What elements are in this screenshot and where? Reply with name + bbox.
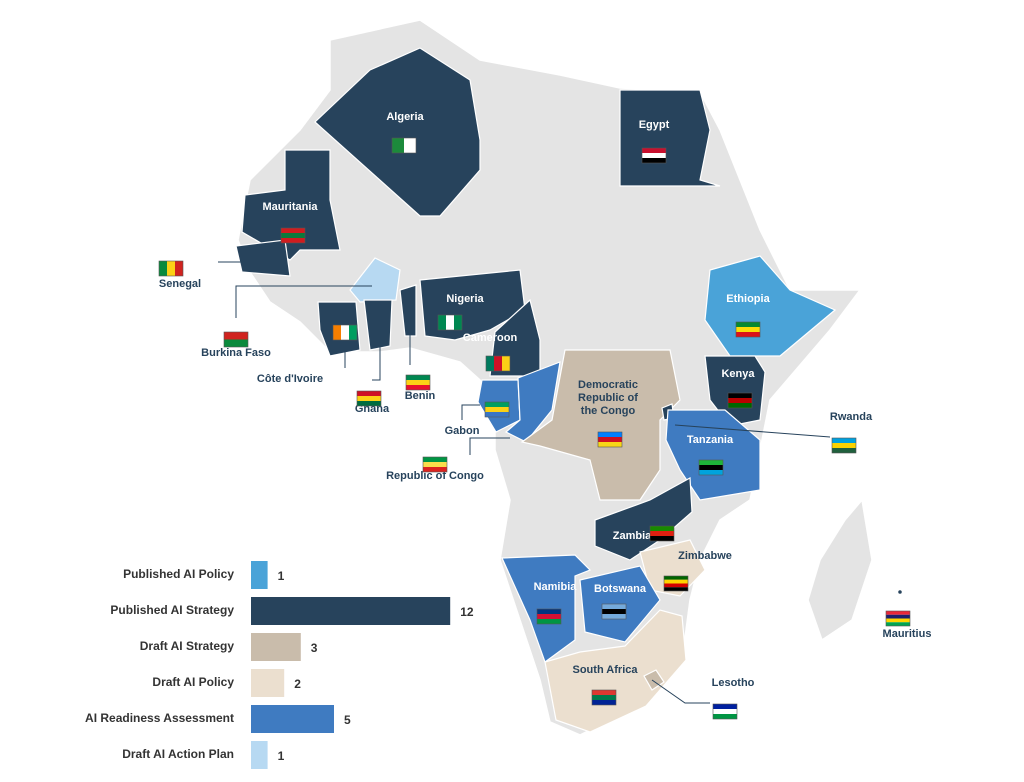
bar	[251, 633, 301, 661]
mauritius-dot	[896, 588, 904, 596]
leader-gabon	[461, 404, 480, 420]
country-tanzania[interactable]	[665, 409, 761, 501]
label-tanzania: Tanzania	[687, 434, 734, 446]
label-zimbabwe: Zimbabwe	[678, 550, 732, 562]
label-cameroon: Cameroon	[463, 332, 518, 344]
value-label: 1	[278, 749, 285, 763]
flag-lesotho-icon	[712, 703, 738, 720]
country-algeria[interactable]	[314, 47, 481, 217]
flag-algeria-icon	[391, 137, 417, 154]
label-lesotho: Lesotho	[712, 677, 755, 689]
label-botswana: Botswana	[594, 583, 647, 595]
country-democratic-republic-of-the-congo[interactable]	[520, 349, 681, 501]
bar	[251, 705, 334, 733]
label-zambia: Zambia	[613, 530, 652, 542]
value-label: 3	[311, 641, 318, 655]
country-mauritania[interactable]	[241, 149, 341, 261]
country-namibia[interactable]	[501, 554, 592, 663]
country-ghana[interactable]	[363, 299, 393, 351]
value-label: 12	[460, 605, 474, 619]
flag-republic-of-congo-icon	[422, 456, 448, 473]
flag-tanzania-icon	[698, 459, 724, 476]
label-algeria: Algeria	[386, 111, 424, 123]
value-label: 1	[278, 569, 285, 583]
value-label: 5	[344, 713, 351, 727]
madagascar	[807, 498, 873, 642]
flag-benin-icon	[405, 374, 431, 391]
label-nigeria: Nigeria	[446, 293, 484, 305]
flag-burkina-faso-icon	[223, 331, 249, 348]
label-south-africa: South Africa	[573, 664, 639, 676]
leader-ghana	[372, 325, 381, 381]
category-label: Published AI Strategy	[110, 603, 234, 617]
category-label: Draft AI Action Plan	[122, 747, 234, 761]
country-benin[interactable]	[399, 284, 417, 337]
label-egypt: Egypt	[639, 119, 670, 131]
label-democratic-republic-of-the-congo: Democratic Republic of the Congo	[578, 379, 638, 417]
bar	[251, 597, 451, 625]
country-south-africa[interactable]	[544, 609, 687, 733]
flag-rwanda-icon	[831, 437, 857, 454]
flag-kenya-icon	[727, 392, 753, 409]
bar	[251, 561, 268, 589]
flag-gabon-icon	[484, 401, 510, 418]
flag-botswana-icon	[601, 603, 627, 620]
label-benin: Benin	[405, 390, 436, 402]
label-namibia: Namibia	[534, 581, 578, 593]
label-burkina-faso: Burkina Faso	[201, 347, 271, 359]
label-senegal: Senegal	[159, 278, 201, 290]
label-mauritania: Mauritania	[262, 201, 318, 213]
flag-egypt-icon	[641, 147, 667, 164]
label-kenya: Kenya	[721, 368, 755, 380]
leader-burkina	[235, 285, 372, 318]
flag-ghana-icon	[356, 390, 382, 407]
label-republic-of-congo: Republic of Congo	[386, 470, 484, 482]
bar	[251, 669, 285, 697]
category-label: Draft AI Policy	[152, 675, 234, 689]
label-mauritius: Mauritius	[883, 628, 932, 640]
flag-zimbabwe-icon	[663, 575, 689, 592]
country-senegal[interactable]	[235, 239, 291, 277]
label-gabon: Gabon	[445, 425, 480, 437]
flag-mauritania-icon	[280, 227, 306, 244]
flag-c-te-d-ivoire-icon	[332, 324, 358, 341]
leader-lesotho	[651, 679, 710, 704]
country-burkina-faso[interactable]	[349, 257, 401, 303]
leader-rwanda	[674, 424, 831, 438]
flag-nigeria-icon	[437, 314, 463, 331]
flag-senegal-icon	[158, 260, 184, 277]
flag-zambia-icon	[649, 525, 675, 542]
country-zambia[interactable]	[594, 477, 693, 561]
country-kenya[interactable]	[704, 355, 766, 427]
flag-ethiopia-icon	[735, 321, 761, 338]
leader-congo	[469, 437, 510, 455]
flag-cameroon-icon	[485, 355, 511, 372]
category-label: Published AI Policy	[123, 567, 234, 581]
flag-namibia-icon	[536, 608, 562, 625]
label-rwanda: Rwanda	[830, 411, 873, 423]
category-label: AI Readiness Assessment	[85, 711, 234, 725]
flag-south-africa-icon	[591, 689, 617, 706]
label-ethiopia: Ethiopia	[726, 293, 770, 305]
category-label: Draft AI Strategy	[140, 639, 235, 653]
value-label: 2	[294, 677, 301, 691]
flag-democratic-republic-of-the-congo-icon	[597, 431, 623, 448]
bar	[251, 741, 268, 769]
label-c-te-d-ivoire: Côte d'Ivoire	[257, 373, 323, 385]
flag-mauritius-icon	[885, 610, 911, 627]
